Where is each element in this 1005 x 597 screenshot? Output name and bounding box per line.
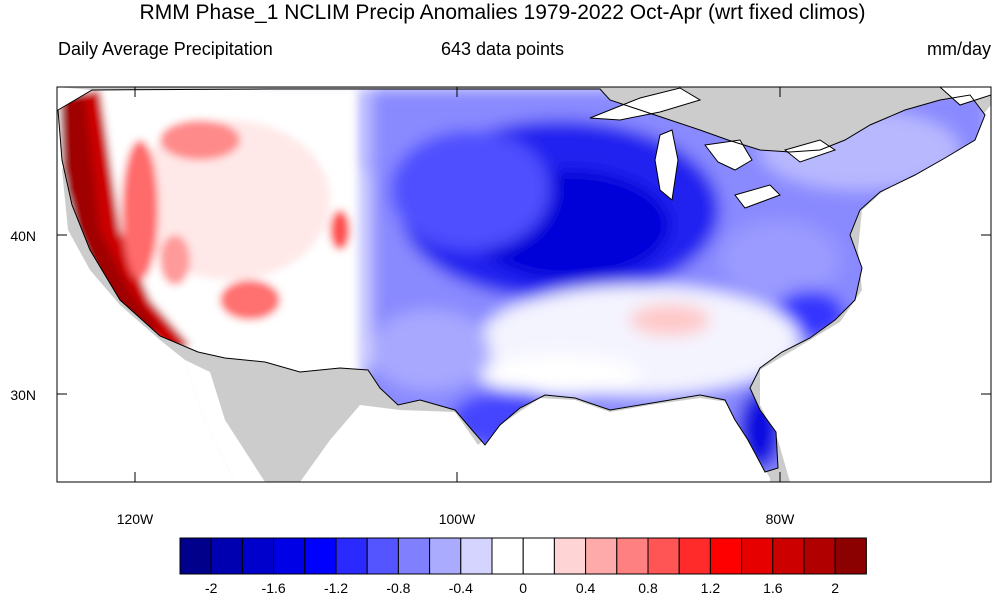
units-label: mm/day: [926, 39, 991, 59]
lat-label-30n: 30N: [10, 387, 36, 403]
colorbar-swatch: [179, 537, 212, 575]
colorbar-label: -0.8: [386, 580, 411, 596]
gulf-of-mexico: [300, 398, 770, 482]
variable-label: Daily Average Precipitation: [58, 39, 273, 59]
colorbar-swatch: [304, 537, 337, 575]
colorbar-swatch: [772, 537, 805, 575]
pacific-ocean: [57, 87, 235, 482]
colorbar-swatch: [429, 537, 462, 575]
great-lakes: [589, 87, 837, 209]
colorbar-label: -1.6: [261, 580, 286, 596]
colorbar-label: -2: [204, 580, 218, 596]
lon-label-100w: 100W: [439, 511, 476, 527]
colorbar-swatch: [366, 537, 399, 575]
colorbar-label: 1.2: [700, 580, 721, 596]
colorbar-swatch: [709, 537, 743, 575]
colorbar-swatch: [491, 537, 524, 575]
colorbar-swatch: [616, 537, 649, 575]
lon-label-80w: 80W: [766, 511, 796, 527]
colorbar-swatch: [647, 537, 680, 575]
colorbar-swatch: [241, 537, 275, 575]
colorbar-label: 1.6: [763, 580, 783, 596]
colorbar-swatch: [741, 537, 774, 575]
colorbar-label: 0.8: [638, 580, 658, 596]
lon-label-120w: 120W: [117, 511, 154, 527]
axis-ticks: [57, 87, 991, 482]
colorbar-swatch: [803, 537, 836, 575]
colorbar-label: 0.4: [575, 580, 596, 596]
colorbar-swatch: [585, 537, 618, 575]
colorbar-swatch: [397, 537, 431, 575]
colorbar-swatch: [678, 537, 711, 575]
chart-title: RMM Phase_1 NCLIM Precip Anomalies 1979-…: [139, 1, 866, 24]
colorbar-swatch: [522, 537, 555, 575]
gulf-of-california: [185, 360, 265, 482]
data-points-label: 643 data points: [440, 39, 565, 59]
colorbar-label: 0: [519, 580, 528, 596]
colorbar-label: 2: [831, 580, 840, 596]
colorbar-swatch: [553, 537, 587, 575]
colorbar: [179, 537, 867, 575]
colorbar-swatch: [834, 537, 867, 575]
lat-label-40n: 40N: [10, 228, 36, 244]
colorbar-swatch: [460, 537, 493, 575]
colorbar-swatch: [335, 537, 368, 575]
map-frame: [56, 86, 992, 483]
colorbar-label: -0.4: [448, 580, 473, 596]
colorbar-swatch: [273, 537, 306, 575]
atlantic-ocean: [760, 87, 991, 482]
colorbar-label: -1.2: [323, 580, 349, 596]
colorbar-swatch: [210, 537, 243, 575]
